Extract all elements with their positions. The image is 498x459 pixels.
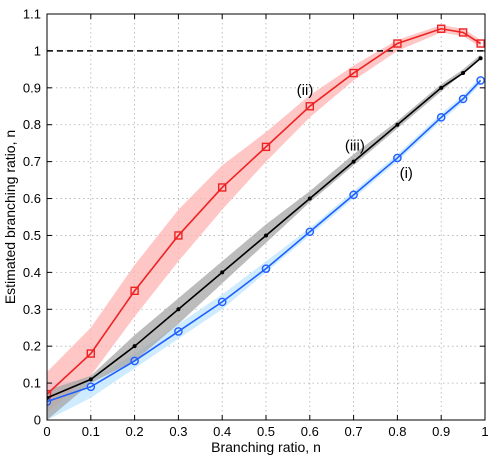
data-point-ii	[349, 68, 358, 78]
data-point-i	[436, 113, 446, 122]
confidence-band-ii	[47, 25, 481, 413]
y-tick-label: 0.6	[23, 191, 41, 206]
y-tick-label: 0.9	[23, 80, 41, 95]
y-tick-label: 1.1	[23, 7, 41, 22]
data-point-i	[393, 153, 402, 163]
series-line-i	[47, 79, 482, 403]
x-tick-label: 0.1	[82, 424, 100, 439]
y-axis-label: Estimated branching ratio, n	[2, 130, 18, 304]
data-point-ii	[86, 349, 96, 358]
x-tick-label: 0.7	[345, 424, 363, 439]
data-point-i	[174, 327, 183, 336]
data-point-i	[261, 264, 271, 273]
series-annotation: (ii)	[297, 82, 314, 99]
x-tick-label: 1	[481, 424, 488, 439]
series-annotation: (iii)	[345, 138, 365, 155]
y-tick-label: 0.5	[23, 228, 41, 243]
data-point-iii	[132, 344, 137, 349]
data-point-iii	[220, 270, 225, 275]
data-point-iii	[176, 307, 181, 312]
data-point-iii	[395, 122, 400, 127]
series-line-iii	[47, 57, 482, 399]
data-point-i	[86, 382, 96, 392]
y-tick-label: 0.8	[23, 117, 41, 132]
y-tick-label: 0.1	[23, 376, 41, 391]
y-tick-label: 0	[34, 413, 41, 428]
data-point-ii	[130, 286, 139, 296]
x-tick-label: 0.6	[301, 424, 319, 439]
y-tick-label: 0.2	[23, 339, 41, 354]
data-point-i	[217, 297, 227, 307]
x-tick-label: 0.2	[126, 424, 144, 439]
data-point-ii	[174, 231, 183, 240]
y-tick-label: 0.3	[23, 302, 41, 317]
data-point-i	[305, 227, 315, 237]
data-point-iii	[88, 377, 93, 382]
data-point-ii	[437, 24, 446, 33]
data-point-iii	[307, 196, 312, 201]
data-point-iii	[461, 71, 466, 76]
confidence-band-i	[47, 76, 481, 420]
x-tick-label: 0.9	[432, 424, 450, 439]
data-point-iii	[264, 233, 268, 238]
data-point-ii	[47, 389, 52, 399]
data-point-i	[458, 94, 468, 104]
data-point-ii	[305, 102, 314, 111]
data-point-ii	[458, 28, 468, 37]
data-point-ii	[393, 39, 402, 48]
data-point-ii	[261, 142, 271, 152]
y-tick-label: 0.4	[23, 265, 41, 280]
y-tick-label: 1	[34, 43, 41, 58]
data-point-ii	[476, 39, 485, 48]
data-point-i	[130, 356, 139, 366]
y-tick-label: 0.7	[23, 154, 41, 169]
data-point-i	[349, 190, 358, 200]
x-tick-label: 0.5	[257, 424, 275, 439]
data-point-iii	[351, 159, 356, 164]
data-point-iii	[478, 56, 483, 61]
x-tick-label: 0.4	[213, 424, 231, 439]
x-tick-label: 0.3	[169, 424, 187, 439]
data-point-ii	[217, 183, 227, 192]
data-point-i	[476, 76, 485, 85]
data-point-iii	[439, 85, 444, 90]
x-tick-label: 0	[43, 424, 50, 439]
x-axis-label: Branching ratio, n	[211, 439, 321, 455]
x-tick-label: 0.8	[388, 424, 406, 439]
series-annotation: (i)	[400, 165, 413, 182]
